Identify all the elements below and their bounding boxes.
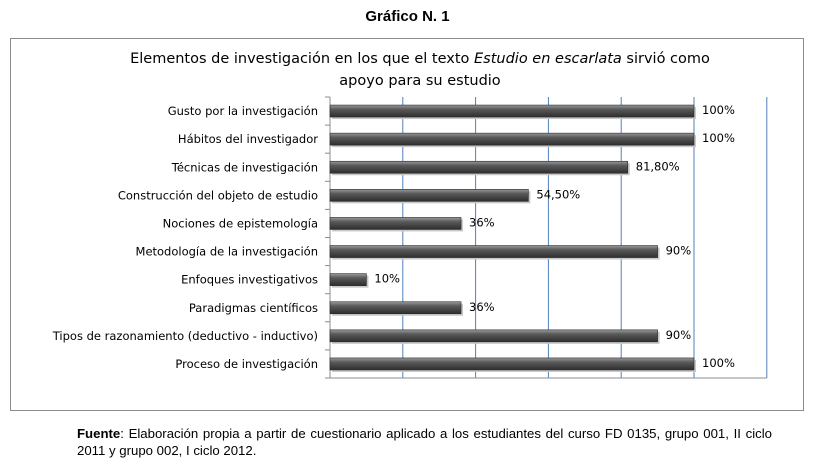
source-text: : Elaboración propia a partir de cuestio… [77,426,772,458]
chart-title-italic: Estudio en escarlata [474,51,622,67]
value-label: 100% [702,356,735,370]
bar [329,217,462,230]
category-label: Enfoques investigativos [181,273,318,287]
figure-title: Gráfico N. 1 [365,8,450,25]
bar [329,329,658,343]
category-label: Gusto por la investigación [168,104,318,118]
bar [329,104,695,118]
chart-title-part2: sirvió como apoyo para su estudio [339,51,710,89]
bar [329,132,695,146]
labels: Gusto por la investigación 100% Hábitos de… [52,103,735,371]
category-label: Nociones de epistemología [163,216,318,230]
source-note: Fuente: Elaboración propia a partir de c… [77,425,772,459]
bars [329,104,696,372]
category-label: Proceso de investigación [175,357,318,371]
category-label: Hábitos del investigador [178,132,318,146]
value-label: 100% [702,131,735,145]
category-label: Técnicas de investigación [171,160,318,174]
category-label: Tipos de razonamiento (deductivo - induc… [52,329,318,343]
bar [329,273,367,286]
bar [329,357,695,371]
value-label: 36% [469,300,495,314]
value-label: 10% [374,272,400,286]
bar [329,160,629,174]
value-label: 90% [666,244,692,258]
source-label: Fuente [77,426,121,441]
bar [329,301,462,315]
value-label: 36% [469,215,495,229]
value-label: 54,50% [536,187,580,201]
category-label: Paradigmas científicos [189,301,318,315]
chart-title-part1: Elementos de investigación en los que el… [130,51,474,67]
value-label: 81,80% [636,159,680,173]
category-label: Metodología de la investigación [136,245,318,259]
category-label: Construcción del objeto de estudio [118,188,318,202]
value-label: 100% [702,103,735,117]
bar [329,245,658,258]
chart-title: Elementos de investigación en los que el… [110,48,730,92]
bar [329,189,529,202]
value-label: 90% [666,328,692,342]
